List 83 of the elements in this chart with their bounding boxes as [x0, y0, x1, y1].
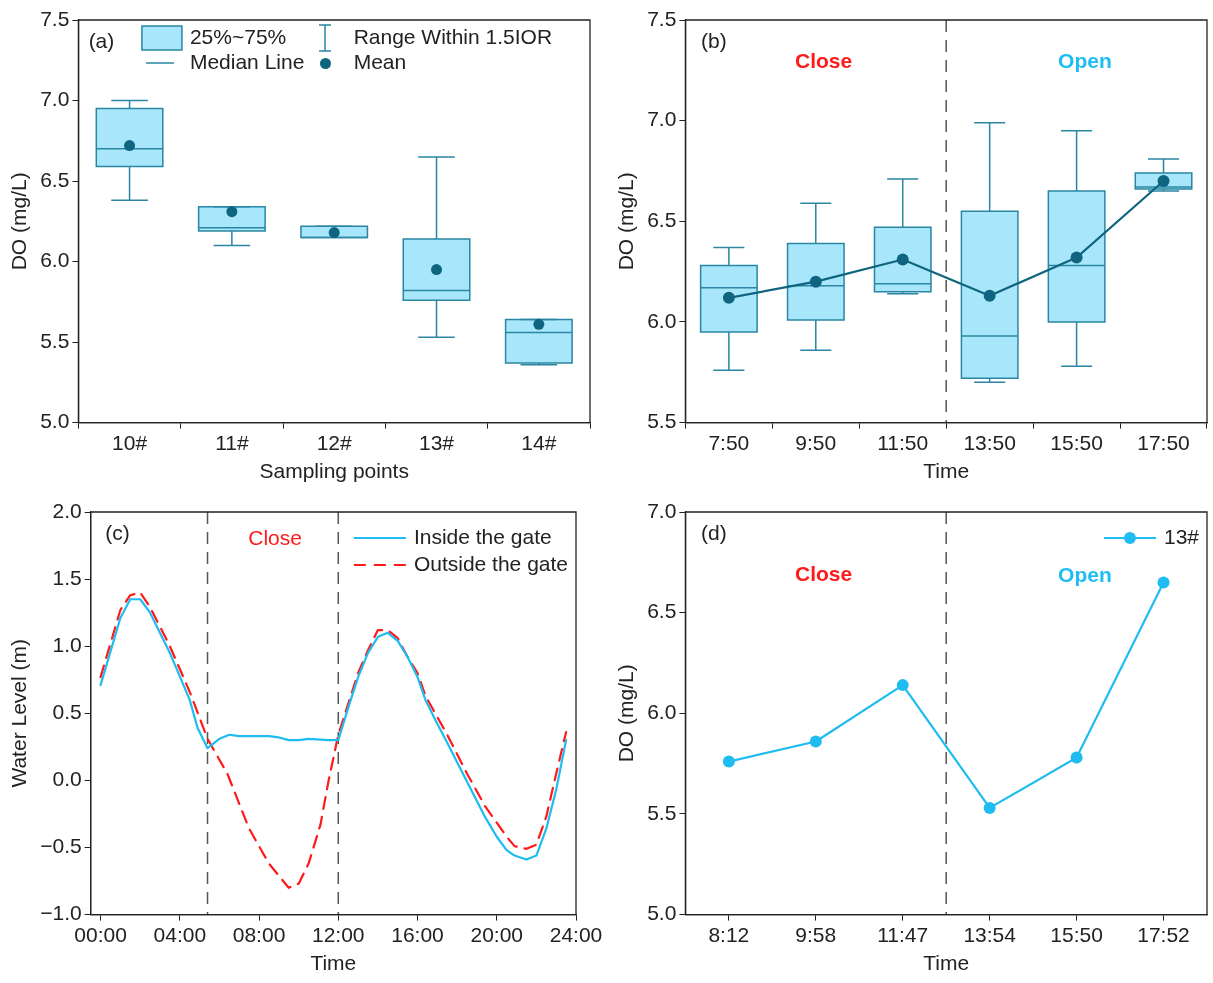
point: [983, 801, 996, 814]
x-tick-label: 10#: [112, 431, 148, 454]
point: [722, 755, 735, 768]
y-tick-label: −1.0: [40, 901, 82, 925]
y-tick-label: 5.5: [647, 800, 677, 824]
x-tick-label: 20:00: [470, 923, 524, 946]
x-tick-label: 17:50: [1137, 431, 1190, 454]
x-tick-label: 13#: [418, 431, 455, 454]
annotation: Range Within 1.5IOR: [353, 24, 553, 48]
point: [809, 275, 822, 288]
y-tick-label: −0.5: [40, 834, 82, 858]
x-tick-label: 8:12: [708, 923, 750, 946]
x-tick-label: 9:58: [795, 923, 837, 946]
point: [1070, 751, 1083, 764]
x-tick-label: 14#: [521, 431, 557, 454]
x-axis-title: Time: [310, 951, 357, 975]
point: [1157, 576, 1170, 589]
y-tick-label: 0.0: [52, 767, 82, 791]
y-tick-label: 6.5: [40, 167, 70, 191]
y-tick-label: 1.5: [52, 565, 82, 589]
y-axis-title: DO (mg/L): [7, 172, 31, 271]
y-tick-label: 7.0: [647, 498, 677, 522]
point: [722, 291, 735, 304]
y-axis-title: Water Level (m): [7, 639, 31, 788]
point: [896, 679, 909, 692]
legend-label: Outside the gate: [413, 551, 568, 575]
point: [1157, 175, 1170, 188]
x-tick-label: 13:54: [963, 923, 1017, 946]
annotation: Close: [795, 562, 853, 586]
annotation: Open: [1058, 563, 1112, 587]
x-tick-label: 17:52: [1137, 923, 1190, 946]
y-tick-label: 6.5: [647, 599, 677, 623]
x-axis-title: Time: [923, 951, 970, 975]
x-tick-label: 12#: [316, 431, 353, 454]
y-tick-label: 7.5: [40, 6, 70, 30]
x-tick-label: 15:50: [1050, 923, 1103, 946]
y-tick-label: 7.0: [647, 107, 677, 131]
x-tick-label: 13:50: [963, 431, 1016, 454]
y-axis-title: DO (mg/L): [614, 172, 638, 271]
x-tick-label: 00:00: [74, 923, 127, 946]
y-tick-label: 5.0: [40, 409, 70, 433]
x-tick-label: 16:00: [391, 923, 444, 946]
annotation: (b): [701, 28, 727, 52]
y-tick-label: 6.0: [647, 700, 677, 724]
y-tick-label: 5.5: [647, 409, 677, 433]
point: [983, 289, 996, 302]
y-tick-label: 5.5: [40, 328, 70, 352]
annotation: (d): [701, 520, 727, 544]
x-tick-label: 9:50: [795, 431, 837, 454]
x-tick-label: 24:00: [549, 923, 603, 946]
y-axis-title: DO (mg/L): [614, 664, 638, 763]
y-tick-label: 6.0: [40, 248, 70, 272]
point: [896, 253, 909, 266]
legend-label: 13#: [1163, 524, 1200, 548]
x-tick-label: 04:00: [153, 923, 207, 946]
x-tick-label: 11:50: [877, 431, 929, 454]
y-tick-label: 1.0: [52, 633, 82, 656]
annotation: Close: [795, 49, 853, 73]
x-tick-label: 11:47: [877, 923, 929, 946]
annotation: Mean: [353, 49, 407, 73]
y-tick-label: 7.5: [647, 6, 677, 30]
legend-label: Inside the gate: [413, 524, 552, 548]
annotation: Close: [248, 525, 302, 549]
x-tick-label: 08:00: [232, 923, 286, 946]
y-tick-label: 7.0: [40, 87, 70, 111]
annotation: (a): [88, 28, 115, 52]
y-tick-label: 6.0: [647, 308, 677, 332]
x-tick-label: 12:00: [312, 923, 365, 946]
y-tick-label: 2.0: [52, 498, 82, 522]
point: [809, 735, 822, 748]
x-axis-title: Time: [923, 459, 970, 483]
y-tick-label: 0.5: [52, 700, 82, 724]
x-tick-label: 11#: [215, 431, 249, 454]
annotation: (c): [105, 520, 130, 544]
x-tick-label: 7:50: [708, 431, 750, 454]
x-axis-title: Sampling points: [259, 459, 409, 483]
legend-label: 25%~75%: [189, 24, 287, 48]
point: [1070, 251, 1083, 264]
y-tick-label: 5.0: [647, 901, 677, 925]
y-tick-label: 6.5: [647, 208, 677, 232]
annotation: Open: [1058, 49, 1112, 73]
annotation: Median Line: [189, 49, 305, 73]
x-tick-label: 15:50: [1050, 431, 1103, 454]
